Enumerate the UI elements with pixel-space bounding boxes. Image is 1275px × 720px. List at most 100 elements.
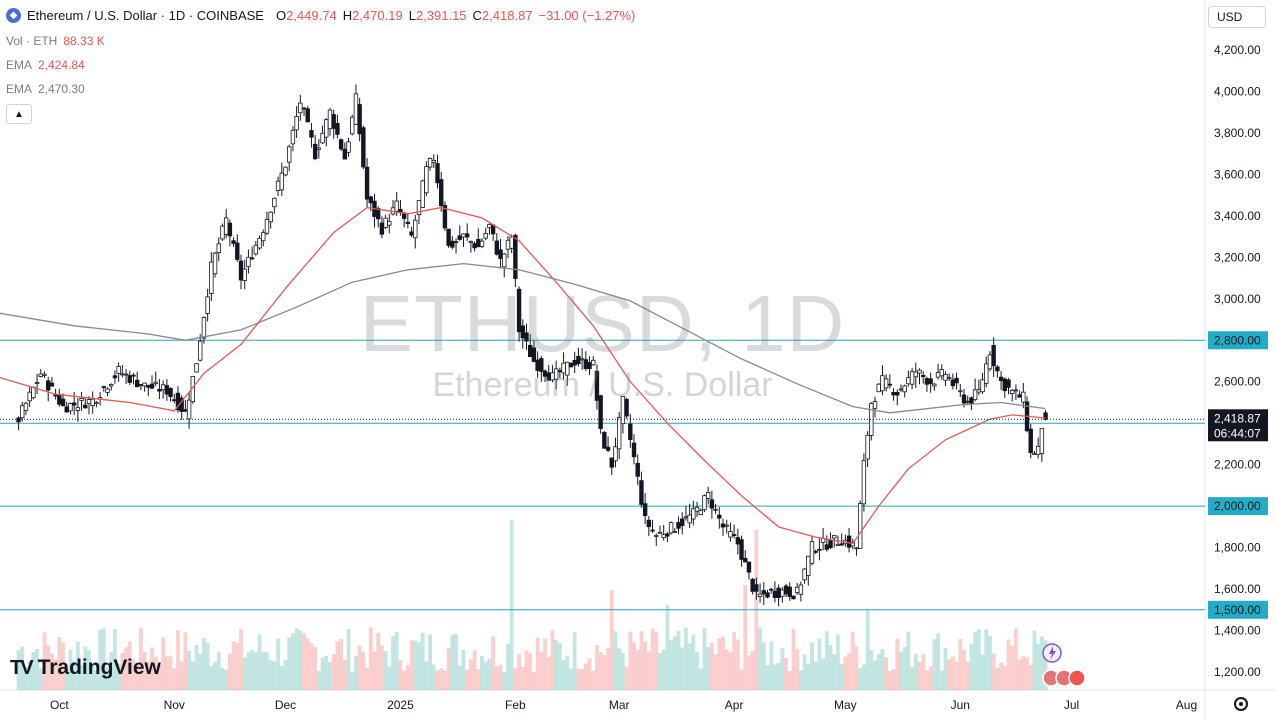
volume-bar	[420, 632, 425, 690]
candle	[357, 97, 362, 142]
volume-bar	[231, 641, 236, 690]
volume-bar	[528, 653, 533, 690]
volume-bar	[984, 629, 989, 690]
candle-body	[75, 407, 81, 411]
volume-bar	[79, 664, 84, 690]
candle	[464, 223, 470, 241]
candles	[16, 84, 1048, 607]
volume-bar	[669, 640, 673, 690]
candle-body	[565, 361, 570, 376]
candle	[809, 535, 815, 566]
volume-bar	[157, 665, 162, 690]
candle-body	[680, 518, 685, 527]
candle	[272, 197, 277, 214]
candle-body	[1013, 389, 1019, 392]
volume-bar	[650, 628, 655, 690]
symbol-title[interactable]: Ethereum / U.S. Dollar · 1D · COINBASE	[27, 8, 264, 23]
candle-body	[364, 166, 370, 200]
events-icons[interactable]	[1040, 640, 1090, 690]
volume-bar	[1043, 640, 1048, 690]
candle-body	[257, 237, 262, 249]
us-flag-icon-3	[1068, 669, 1086, 687]
candle	[921, 371, 926, 384]
candle-body	[676, 522, 681, 529]
volume-bar	[672, 636, 677, 690]
volume-bar	[487, 658, 492, 690]
volume-bar	[798, 670, 803, 690]
candle	[672, 528, 677, 534]
volume-bar	[138, 627, 143, 690]
candle-body	[939, 369, 944, 377]
volume-bar	[476, 669, 481, 690]
tradingview-logo[interactable]: TV TradingView	[10, 656, 161, 680]
candle-body	[857, 503, 863, 549]
collapse-legend-button[interactable]: ▲	[6, 104, 32, 124]
candle	[639, 471, 644, 508]
ema-fast-legend[interactable]: EMA 2,424.84	[6, 58, 85, 72]
volume-bar	[209, 665, 214, 690]
ema-fast-line	[0, 206, 1046, 545]
candle	[409, 226, 414, 238]
candle	[1032, 450, 1037, 456]
candle-body	[887, 383, 893, 386]
candle-body	[457, 235, 462, 240]
candle	[635, 454, 640, 486]
volume-bar	[639, 631, 644, 690]
settings-gear-icon[interactable]	[1234, 697, 1248, 711]
candle	[142, 382, 147, 392]
volume-bar	[417, 642, 421, 690]
candle-body	[616, 417, 622, 450]
volume-bar	[127, 641, 132, 690]
candle-body	[490, 224, 496, 235]
volume-bar	[661, 649, 666, 690]
candle-body	[249, 257, 255, 260]
volume-bar	[995, 668, 1000, 690]
volume-bar	[220, 667, 225, 690]
candle-body	[42, 373, 47, 376]
candle-body	[472, 243, 477, 249]
volume-bar	[921, 654, 926, 690]
candle-body	[83, 404, 88, 409]
candle-body	[672, 531, 677, 534]
volume-bar	[899, 651, 903, 690]
ema-slow-legend[interactable]: EMA 2,470.30	[6, 82, 85, 96]
candle	[806, 555, 811, 586]
volume-bar	[1039, 636, 1044, 690]
currency-selector[interactable]: USD	[1208, 6, 1266, 28]
candle-body	[806, 555, 811, 576]
candle-body	[261, 232, 266, 242]
volume-legend[interactable]: Vol · ETH 88.33 K	[6, 34, 105, 48]
volume-bar	[261, 651, 266, 690]
candle-body	[776, 587, 781, 598]
candle-body	[1010, 389, 1015, 394]
candle	[298, 94, 303, 121]
candle-body	[839, 543, 844, 546]
volume-bar	[780, 648, 785, 690]
candle-body	[591, 359, 596, 366]
volume-bar	[265, 652, 269, 690]
volume-bar	[821, 658, 826, 690]
candle-body	[312, 143, 318, 160]
candle-body	[709, 499, 715, 509]
candle-body	[661, 534, 666, 538]
volume-bar	[468, 659, 473, 690]
candle	[209, 252, 214, 302]
volume-bar	[691, 634, 696, 690]
candle-body	[598, 395, 603, 429]
volume-bar	[439, 668, 444, 690]
candle-body	[424, 166, 429, 194]
volume-bar	[1006, 639, 1011, 690]
candle-body	[769, 588, 774, 591]
candle	[984, 356, 989, 388]
candle-body	[984, 363, 989, 384]
candle-body	[20, 405, 25, 419]
ethereum-icon[interactable]: ◆	[6, 8, 21, 23]
volume-bar	[509, 520, 514, 690]
volume-bar	[873, 660, 877, 690]
candle-body	[494, 240, 500, 255]
volume-bar	[250, 649, 255, 690]
candle-body	[283, 166, 288, 176]
candle	[320, 125, 325, 144]
